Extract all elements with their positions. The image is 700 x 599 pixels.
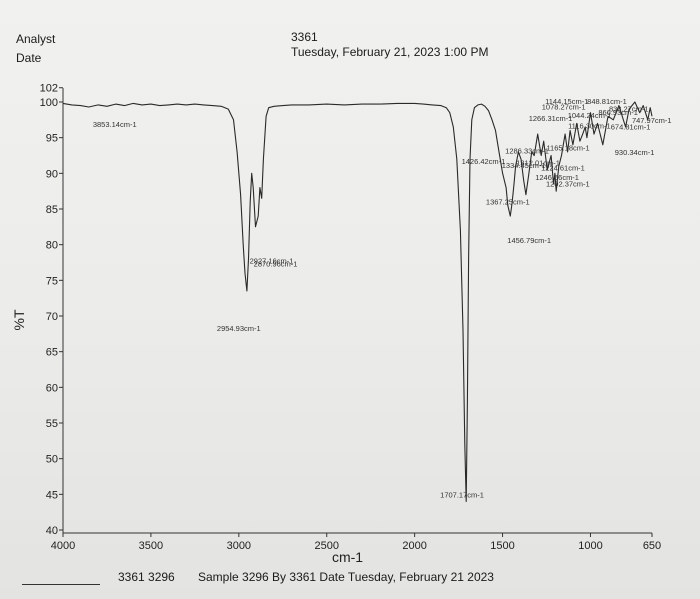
peak-label: 1286.33cm-1 xyxy=(505,147,549,156)
x-tick-label: 650 xyxy=(643,540,661,552)
analyst-label: Analyst xyxy=(16,32,56,46)
peak-label: 1246.56cm-1 xyxy=(535,173,579,182)
y-tick-label: 102 xyxy=(40,83,58,95)
x-tick-label: 1500 xyxy=(490,540,514,552)
y-tick-label: 90 xyxy=(46,168,58,180)
y-tick-label: 40 xyxy=(46,525,58,537)
x-tick-label: 2500 xyxy=(314,540,338,552)
peak-label: 1116.30cm-1 xyxy=(568,122,611,131)
y-tick-label: 85 xyxy=(46,204,58,216)
sample-id: 3361 xyxy=(291,30,318,44)
spectrum-line xyxy=(62,101,653,503)
peak-label: 2870.96cm-1 xyxy=(254,259,298,268)
chart-series xyxy=(62,101,653,503)
x-axis-title: cm-1 xyxy=(332,549,363,565)
peak-label: 747.97cm-1 xyxy=(632,116,672,125)
y-tick-label: 50 xyxy=(46,454,58,466)
y-tick-label: 45 xyxy=(46,489,58,501)
peak-label: 2927.16cm-1 xyxy=(250,256,294,265)
x-tick-label: 4000 xyxy=(51,540,75,552)
footer-ids: 3361 3296 xyxy=(118,570,175,584)
peak-label: 1456.79cm-1 xyxy=(507,236,551,245)
peak-label: 1707.17cm-1 xyxy=(440,490,484,499)
y-tick-label: 65 xyxy=(46,347,58,359)
x-tick-label: 3000 xyxy=(227,540,251,552)
peak-label: 674.81cm-1 xyxy=(611,123,651,132)
peak-label: 1202.37cm-1 xyxy=(546,179,590,188)
peak-label: 1224.61cm-1 xyxy=(541,164,585,173)
peak-label: 1165.18cm-1 xyxy=(546,144,589,153)
peak-label: 1044.24cm-1 xyxy=(568,111,612,120)
peak-label: 848.81cm-1 xyxy=(587,97,627,106)
date-label: Date xyxy=(16,51,42,65)
y-tick-label: 100 xyxy=(40,97,58,109)
chart-axes: 40 45 50 55 60 65 70 75 80 85 90 95 100 102 4000 3500 30… xyxy=(40,83,662,552)
y-axis-title: %T xyxy=(11,309,27,330)
y-tick-label: 70 xyxy=(46,311,58,323)
peak-label: 1312.01cm-1 xyxy=(516,159,560,168)
footer-sample-text: Sample 3296 By 3361 Date Tuesday, Februa… xyxy=(198,570,494,584)
footer-legend-line xyxy=(22,584,100,585)
y-tick-label: 75 xyxy=(46,275,58,287)
y-tick-label: 95 xyxy=(46,133,58,145)
x-tick-label: 2000 xyxy=(402,540,426,552)
peak-label: 1426.42cm-1 xyxy=(462,157,506,166)
x-tick-label: 3500 xyxy=(139,540,163,552)
y-tick-label: 60 xyxy=(46,382,58,394)
y-tick-label: 55 xyxy=(46,418,58,430)
peak-label: 838.27cm-1 xyxy=(609,105,649,114)
peak-label: 1334.45cm-1 xyxy=(502,161,546,170)
peak-label: 2954.93cm-1 xyxy=(217,324,261,333)
peak-label: 930.34cm-1 xyxy=(615,148,655,157)
peak-label: 3853.14cm-1 xyxy=(93,120,137,129)
peak-label: 866.93cm-1 xyxy=(598,108,638,117)
peak-label: 1266.31cm-1 xyxy=(529,114,573,123)
peak-label: 1367.25cm-1 xyxy=(486,198,530,207)
peak-label: 1144.15cm-1 xyxy=(545,97,588,106)
peak-labels: 3853.14cm-1 2954.93cm-1 2927.16cm-12870.96… xyxy=(93,97,672,499)
x-tick-label: 1000 xyxy=(578,540,602,552)
peak-label: 1078.27cm-1 xyxy=(542,102,586,111)
y-tick-label: 80 xyxy=(46,240,58,252)
header-datetime: Tuesday, February 21, 2023 1:00 PM xyxy=(291,45,489,59)
